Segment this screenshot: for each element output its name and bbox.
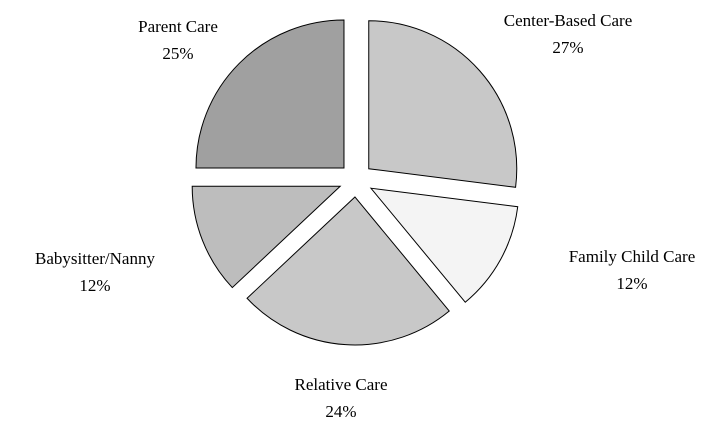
slice-value-label: 12% [616, 274, 647, 293]
slice-value-label: 24% [325, 402, 356, 421]
slice-label: Center-Based Care [504, 11, 633, 30]
pie-slice [195, 19, 345, 169]
pie-slice [368, 20, 518, 188]
pie-slice [369, 187, 519, 303]
slice-label: Relative Care [295, 375, 388, 394]
slice-label: Babysitter/Nanny [35, 249, 155, 268]
pie-slice [191, 185, 342, 289]
slice-value-label: 25% [162, 44, 193, 63]
slice-value-label: 27% [552, 38, 583, 57]
pie-slice [246, 196, 450, 346]
slice-value-label: 12% [79, 276, 110, 295]
slice-label: Family Child Care [569, 247, 696, 266]
slice-label: Parent Care [138, 17, 218, 36]
